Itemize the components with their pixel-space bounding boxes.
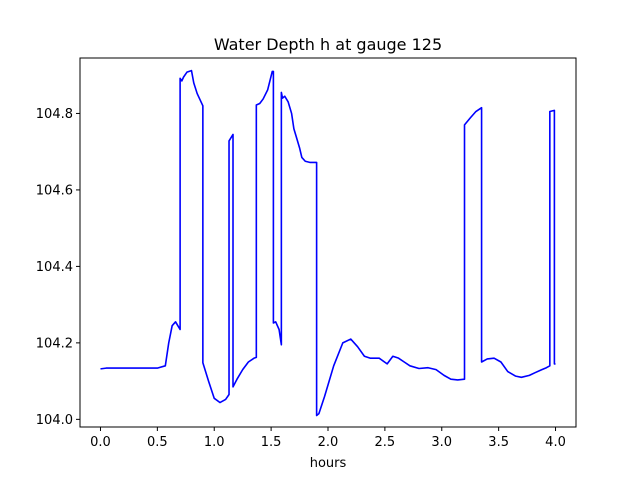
x-tick-label: 2.5 [375, 435, 396, 450]
x-tick-label: 4.0 [545, 435, 566, 450]
y-tick-label: 104.8 [36, 107, 73, 122]
x-tick-label: 1.0 [204, 435, 225, 450]
x-tick-label: 3.5 [488, 435, 509, 450]
series-line-0 [100, 69, 556, 417]
y-tick-label: 104.6 [36, 183, 73, 198]
chart-title: Water Depth h at gauge 125 [214, 35, 442, 54]
y-axis: 104.0 104.2 104.4 104.6 104.8 [36, 107, 80, 428]
y-tick-label: 104.0 [36, 413, 73, 428]
x-tick-label: 2.0 [318, 435, 339, 450]
x-axis-label: hours [310, 456, 347, 471]
x-tick-label: 3.0 [431, 435, 452, 450]
x-axis: 0.0 0.5 1.0 1.5 2.0 2.5 3.0 3.5 4.0 [90, 427, 566, 450]
series-layer [100, 69, 556, 417]
x-tick-label: 0.0 [90, 435, 111, 450]
y-tick-label: 104.2 [36, 336, 73, 351]
y-tick-label: 104.4 [36, 260, 73, 275]
x-tick-label: 1.5 [261, 435, 282, 450]
x-tick-label: 0.5 [147, 435, 168, 450]
